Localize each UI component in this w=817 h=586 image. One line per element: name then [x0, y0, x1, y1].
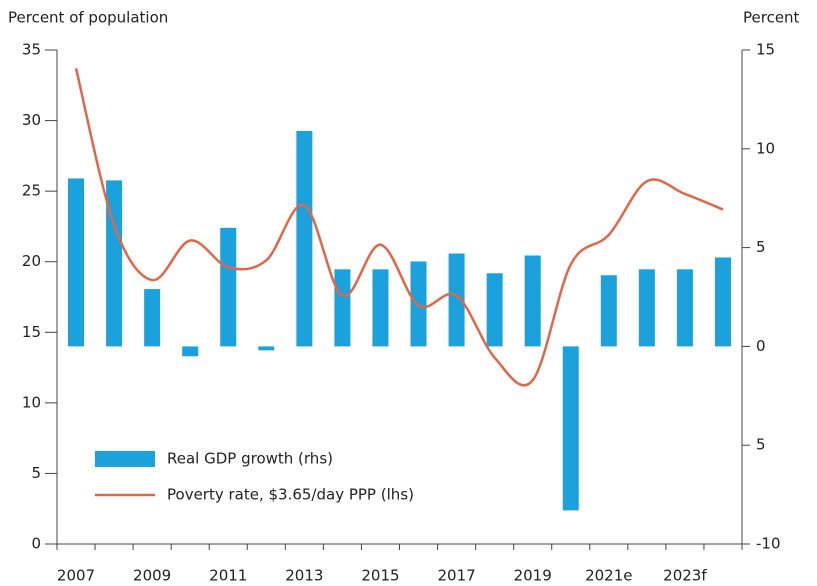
x-tick-label: 2023f — [663, 567, 707, 585]
bar — [524, 255, 541, 347]
x-tick-label: 2007 — [57, 567, 95, 585]
y2-tick-label: 0 — [756, 337, 766, 355]
x-tick-label: 2013 — [285, 567, 323, 585]
line — [74, 68, 724, 387]
y-tick-label: 10 — [22, 393, 41, 411]
bar — [334, 269, 351, 347]
y2-tick-label: 15 — [756, 41, 775, 59]
bar — [600, 275, 617, 347]
y-tick-label: 20 — [22, 252, 41, 270]
bar — [296, 131, 313, 347]
bar — [106, 180, 123, 347]
y2-tick-label: 5 — [756, 238, 766, 256]
bar — [486, 273, 503, 347]
x-tick-label: 2015 — [361, 567, 399, 585]
bar — [714, 257, 731, 347]
bar — [638, 269, 655, 347]
legend-label: Poverty rate, $3.65/day PPP (lhs) — [167, 486, 414, 504]
legend-swatch — [95, 451, 155, 467]
bar — [68, 178, 85, 347]
y-tick-label: 15 — [22, 323, 41, 341]
y2-axis-title: Percent — [743, 9, 800, 27]
x-tick-label: 2021e — [585, 567, 632, 585]
bar — [182, 346, 199, 357]
y-tick-label: 25 — [22, 182, 41, 200]
y-axis-title: Percent of population — [8, 9, 168, 27]
y2-tick-label: -10 — [756, 535, 781, 553]
x-tick-label: 2009 — [133, 567, 171, 585]
y-tick-label: 30 — [22, 111, 41, 129]
x-tick-label: 2011 — [209, 567, 247, 585]
y-tick-label: 5 — [31, 464, 41, 482]
y-tick-label: 0 — [31, 535, 41, 553]
bar — [220, 227, 237, 347]
bar — [448, 253, 465, 347]
bar — [562, 346, 579, 511]
legend-label: Real GDP growth (rhs) — [167, 450, 333, 468]
y2-tick-label: 5 — [756, 436, 766, 454]
bar — [144, 289, 161, 347]
y-tick-label: 35 — [22, 41, 41, 59]
bar — [676, 269, 693, 347]
x-tick-label: 2017 — [437, 567, 475, 585]
bar — [372, 269, 389, 347]
bar — [258, 346, 275, 351]
x-tick-label: 2019 — [514, 567, 552, 585]
y2-tick-label: 10 — [756, 139, 775, 157]
